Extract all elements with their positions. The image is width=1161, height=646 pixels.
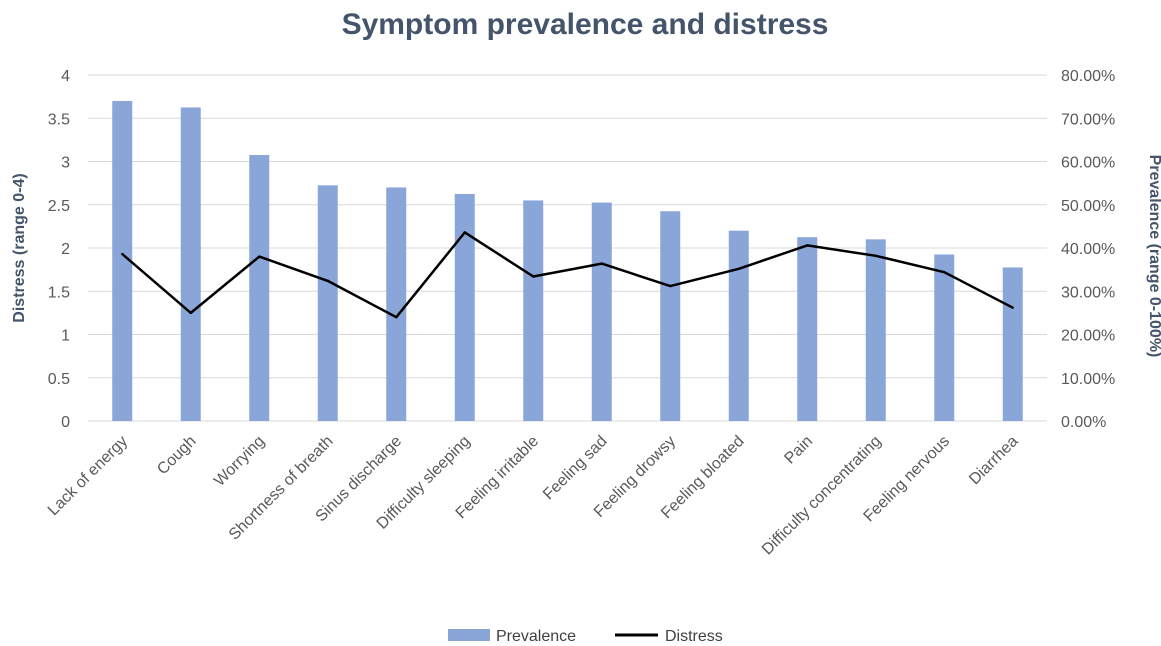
distress-point: [326, 279, 329, 283]
left-axis-ticks: 0 0.5 1 1.5 2 2.5 3 3.5 4: [48, 68, 70, 431]
right-axis-title: Prevalence (range 0-100%): [1146, 155, 1161, 358]
prevalence-bar: [797, 237, 818, 421]
category-label: Difficulty concentrating: [759, 433, 885, 559]
right-axis-tick-label: 60.00%: [1061, 155, 1115, 172]
right-axis-tick-label: 80.00%: [1061, 68, 1115, 85]
right-axis-tick-label: 50.00%: [1061, 198, 1115, 215]
prevalence-bars: [112, 100, 1023, 421]
right-axis-tick-label: 70.00%: [1061, 111, 1115, 128]
category-label: Feeling sad: [540, 433, 611, 504]
prevalence-bar: [660, 211, 681, 421]
distress-line-group: [121, 231, 1014, 319]
prevalence-bar: [591, 202, 612, 421]
left-axis-tick-label: 1: [61, 328, 70, 345]
distress-point: [600, 262, 603, 265]
category-label: Worrying: [211, 433, 268, 490]
prevalence-bar: [1002, 267, 1023, 421]
legend-prevalence-label: Prevalence: [496, 628, 576, 645]
distress-point: [669, 284, 672, 288]
left-axis-title: Distress (range 0-4): [11, 173, 28, 322]
distress-point: [874, 254, 877, 257]
left-axis-tick-label: 3.5: [48, 111, 70, 128]
right-axis-tick-label: 10.00%: [1061, 371, 1115, 388]
left-axis-tick-label: 0.5: [48, 371, 70, 388]
distress-point: [1011, 306, 1014, 309]
distress-point: [806, 244, 809, 247]
distress-point: [258, 255, 261, 258]
left-axis-tick-label: 3: [61, 155, 70, 172]
legend-prevalence-swatch: [448, 629, 490, 641]
prevalence-bar: [249, 155, 270, 421]
prevalence-bar: [112, 100, 133, 421]
distress-point: [463, 231, 466, 234]
distress-point: [737, 267, 740, 270]
category-label: Pain: [781, 433, 816, 468]
chart-title: Symptom prevalence and distress: [342, 8, 829, 41]
prevalence-bar: [386, 187, 407, 421]
distress-point: [189, 311, 192, 315]
right-axis-ticks: 0.00% 10.00% 20.00% 30.00% 40.00% 50.00% 60.00…: [1061, 68, 1115, 431]
legend-distress-label: Distress: [665, 628, 723, 645]
left-axis-tick-label: 1.5: [48, 284, 70, 301]
category-label: Diarrhea: [966, 433, 1021, 488]
right-axis-tick-label: 30.00%: [1061, 284, 1115, 301]
left-axis-tick-label: 2.5: [48, 198, 70, 215]
prevalence-bar: [317, 185, 338, 421]
gridlines: [88, 74, 1047, 422]
right-axis-tick-label: 20.00%: [1061, 328, 1115, 345]
prevalence-bar: [865, 239, 886, 421]
right-axis-tick-label: 40.00%: [1061, 241, 1115, 258]
category-label: Lack of energy: [45, 433, 131, 519]
prevalence-bar: [728, 230, 749, 421]
category-label: Cough: [154, 433, 199, 478]
legend: Prevalence Distress: [448, 628, 723, 645]
prevalence-bar: [454, 193, 475, 421]
distress-point: [943, 271, 946, 274]
prevalence-bar: [934, 254, 955, 421]
left-axis-tick-label: 0: [61, 414, 70, 431]
prevalence-bar: [180, 107, 201, 421]
distress-point: [395, 316, 398, 319]
prevalence-bar: [523, 200, 544, 421]
distress-point: [532, 275, 535, 278]
distress-point: [121, 252, 124, 256]
left-axis-tick-label: 2: [61, 241, 70, 258]
distress-line: [121, 231, 1014, 319]
left-axis-tick-label: 4: [61, 68, 70, 85]
right-axis-tick-label: 0.00%: [1061, 414, 1106, 431]
